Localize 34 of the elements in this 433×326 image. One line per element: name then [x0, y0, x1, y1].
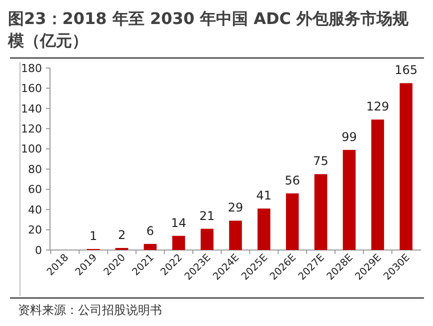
- bar: [342, 150, 356, 250]
- y-tick-label: 160: [21, 82, 42, 96]
- bar: [286, 193, 299, 250]
- bar: [400, 83, 412, 250]
- data-label: 75: [313, 154, 328, 168]
- y-tick-label: 40: [28, 203, 42, 216]
- bar: [144, 244, 157, 250]
- data-label: 41: [256, 188, 272, 203]
- bar: [229, 220, 242, 250]
- data-label: 99: [342, 130, 357, 144]
- bar: [258, 208, 270, 250]
- y-tick-label: 80: [28, 162, 42, 176]
- bar: [314, 174, 328, 250]
- bar: [200, 228, 214, 250]
- y-tick-label: 140: [21, 102, 42, 116]
- data-label: 29: [228, 200, 244, 215]
- data-label: 21: [199, 208, 215, 223]
- data-label: 14: [171, 216, 186, 230]
- bar: [371, 120, 384, 250]
- bar: [172, 236, 186, 250]
- y-tick-label: 120: [21, 122, 42, 136]
- y-tick-label: 100: [21, 142, 42, 156]
- data-label: 165: [394, 63, 418, 78]
- data-label: 56: [284, 173, 300, 188]
- y-tick-label: 60: [28, 183, 42, 196]
- y-tick-label: 180: [21, 62, 42, 75]
- data-label: 1: [90, 228, 98, 243]
- chart-title: 图23：2018 年至 2030 年中国 ADC 外包服务市场规模（亿元）: [7, 9, 410, 50]
- data-label: 2: [118, 228, 126, 242]
- data-label: 6: [146, 224, 154, 238]
- text: 资料来源：公司招股说明书: [18, 303, 162, 317]
- y-tick-label: 20: [28, 224, 42, 237]
- y-tick-label: 0: [35, 244, 42, 257]
- data-label: 129: [366, 100, 390, 114]
